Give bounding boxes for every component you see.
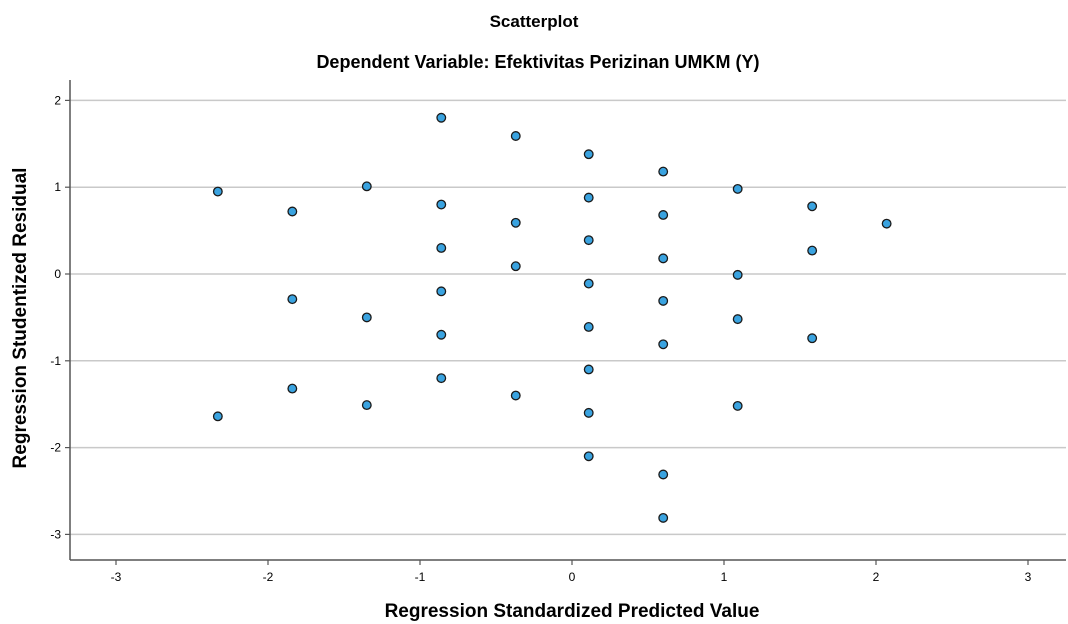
scatter-point [658, 295, 669, 306]
scatter-point [658, 339, 669, 350]
scatter-point [510, 131, 521, 141]
y-tick-label: -3 [50, 527, 61, 541]
y-tick-label: 1 [54, 180, 61, 194]
scatter-point [658, 166, 669, 177]
x-tick-label: 0 [569, 570, 576, 584]
scatter-point [658, 512, 669, 523]
scatter-point [287, 206, 298, 217]
scatter-point [510, 217, 521, 228]
scatter-point [732, 183, 743, 194]
scatter-point [583, 278, 594, 289]
scatter-point [436, 112, 447, 123]
scatter-point [583, 364, 594, 375]
scatter-point [732, 314, 743, 325]
scatter-point [583, 192, 594, 203]
x-axis-label: Regression Standardized Predicted Value [385, 601, 760, 622]
x-tick-label: -2 [263, 570, 274, 584]
scatter-point [583, 407, 594, 418]
scatter-point [212, 186, 223, 197]
scatter-point [436, 286, 447, 297]
scatter-point [436, 329, 447, 340]
scatter-point [583, 321, 594, 332]
scatter-point [583, 235, 594, 246]
scatter-point [658, 253, 669, 264]
chart-title: Scatterplot [490, 12, 579, 31]
x-tick-label: 1 [721, 570, 728, 584]
scatter-point [658, 210, 669, 220]
y-tick-label: 2 [54, 93, 61, 107]
y-tick-label: -2 [50, 441, 61, 455]
x-tick-label: 3 [1025, 570, 1032, 584]
scatter-point [212, 411, 223, 422]
scatter-point [510, 261, 521, 272]
scatter-point [583, 451, 594, 462]
scatter-point [658, 469, 669, 480]
gridlines [70, 99, 1066, 536]
x-tick-label: -3 [111, 570, 122, 584]
scatter-point [732, 269, 743, 280]
scatter-point [436, 199, 447, 210]
scatter-point [881, 218, 892, 229]
scatter-point [510, 390, 521, 401]
scatter-point [583, 149, 594, 160]
scatter-point [361, 181, 372, 192]
y-axis-label: Regression Studentized Residual [10, 168, 31, 469]
y-tick-labels: 2 1 0 -1 -2 -3 [50, 93, 61, 541]
axes [65, 80, 1066, 565]
scatter-point [732, 400, 743, 411]
x-tick-labels: -3 -2 -1 0 1 2 3 [111, 570, 1032, 584]
scatter-point [361, 400, 372, 411]
scatter-point [436, 243, 447, 253]
chart-subtitle: Dependent Variable: Efektivitas Perizina… [316, 52, 759, 72]
scatter-point [436, 373, 447, 384]
scatter-point [807, 245, 818, 256]
x-tick-label: 2 [873, 570, 880, 584]
data-points [212, 112, 892, 523]
y-tick-label: 0 [54, 267, 61, 281]
scatter-point [287, 294, 298, 305]
y-tick-label: -1 [50, 354, 61, 368]
scatter-point [287, 383, 298, 394]
scatter-point [807, 333, 818, 344]
scatter-point [807, 201, 818, 212]
scatter-point [361, 312, 372, 323]
x-tick-label: -1 [415, 570, 426, 584]
